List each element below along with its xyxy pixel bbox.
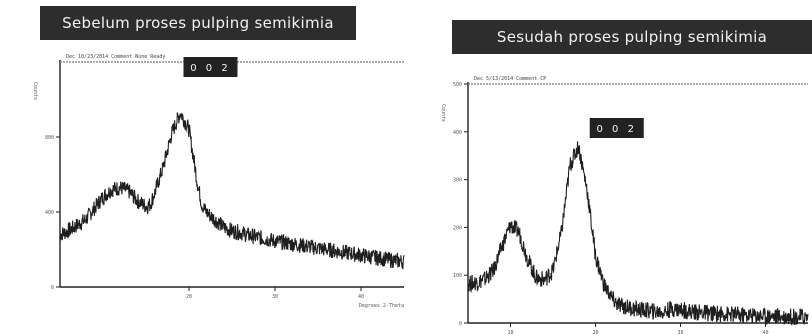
peak-label-box	[589, 118, 644, 138]
chart-title-after: Sesudah proses pulping semikimia	[452, 20, 812, 54]
y-tick-label: 400	[453, 130, 462, 136]
chart-header-text: Dec 5/13/2014 Comment CP	[474, 76, 546, 82]
x-axis-label: Degrees 2-Theta	[359, 303, 404, 309]
chart-header-text: Dec 10/23/2014 Comment None Ready	[66, 54, 165, 60]
y-tick-label: 500	[453, 82, 462, 88]
xrd-chart-before: Dec 10/23/2014 Comment None Ready 0 400 800…	[32, 54, 405, 309]
x-tick-label: 10	[507, 330, 513, 336]
y-tick-label: 0	[459, 321, 462, 327]
peak-label-text: 0 0 2	[190, 63, 230, 74]
y-axis-label: Counts	[440, 104, 446, 122]
peak-label-002: 0 0 2	[183, 57, 238, 77]
x-tick-label: 30	[272, 294, 278, 300]
y-tick-label: 0	[51, 285, 54, 291]
x-tick-label: 20	[186, 294, 192, 300]
peak-label-text: 0 0 2	[597, 124, 637, 135]
y-tick-label: 100	[453, 273, 462, 279]
y-tick-label: 800	[45, 135, 54, 141]
xrd-chart-after: Dec 5/13/2014 Comment CP 0 100 200 300 400 500…	[440, 76, 809, 336]
chart-title-before: Sebelum proses pulping semikimia	[40, 6, 356, 40]
x-tick-label: 40	[762, 330, 768, 336]
y-axis-label: Counts	[32, 82, 38, 100]
x-tick-label: 30	[677, 330, 683, 336]
diffraction-pattern-line	[59, 112, 405, 270]
diffraction-pattern-line	[467, 141, 809, 326]
y-tick-label: 300	[453, 178, 462, 184]
y-tick-label: 400	[45, 210, 54, 216]
chart-panel-before: Sebelum proses pulping semikimia Dec 10/…	[32, 6, 405, 309]
peak-label-box	[183, 57, 238, 77]
y-tick-label: 200	[453, 225, 462, 231]
x-tick-label: 40	[358, 294, 364, 300]
x-tick-label: 20	[592, 330, 598, 336]
chart-panel-after: Sesudah proses pulping semikimia Dec 5/1…	[430, 0, 812, 336]
peak-label-002: 0 0 2	[589, 118, 644, 138]
